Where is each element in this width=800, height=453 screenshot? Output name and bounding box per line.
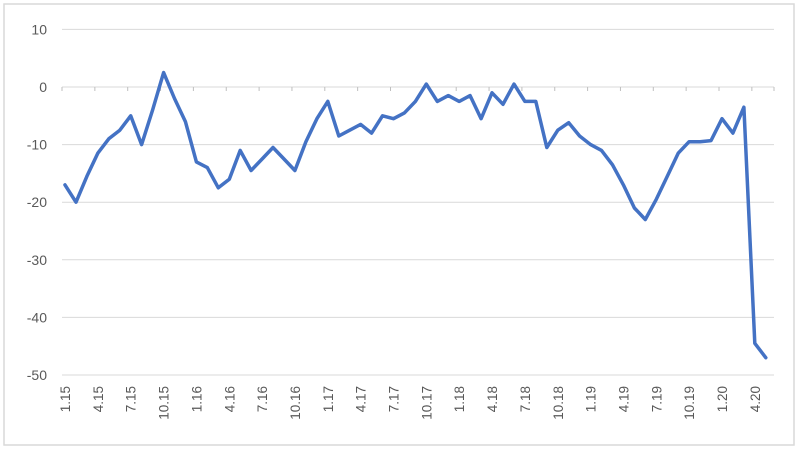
y-axis-label: 10 — [31, 21, 47, 37]
x-axis-label: 1.16 — [189, 386, 204, 412]
x-axis-label: 10.19 — [682, 386, 697, 420]
y-axis-label: -10 — [27, 137, 47, 153]
x-axis-label: 10.17 — [419, 386, 434, 420]
x-axis-label: 7.17 — [387, 386, 402, 412]
x-axis-label: 1.15 — [58, 386, 73, 412]
x-axis-label: 4.17 — [354, 386, 369, 412]
x-axis-label: 4.20 — [748, 386, 763, 412]
y-axis-label: -40 — [27, 309, 47, 325]
data-series-line — [63, 70, 768, 360]
x-axis-label: 1.20 — [715, 386, 730, 412]
x-axis-label: 7.15 — [124, 386, 139, 412]
x-axis-label: 10.15 — [157, 386, 172, 420]
y-axis-label: 0 — [39, 79, 47, 95]
y-axis-label: -30 — [27, 252, 47, 268]
x-axis-label: 1.17 — [321, 386, 336, 412]
x-axis-label: 4.15 — [91, 386, 106, 412]
x-axis-label: 4.18 — [485, 386, 500, 412]
y-axis-label: -20 — [27, 194, 47, 210]
x-axis-label: 1.18 — [452, 386, 467, 412]
x-axis-label: 4.16 — [222, 386, 237, 412]
x-axis-label: 4.19 — [616, 386, 631, 412]
x-axis-label: 10.16 — [288, 386, 303, 420]
x-axis-label: 10.18 — [551, 386, 566, 420]
x-axis-label: 7.16 — [255, 386, 270, 412]
chart-border — [3, 3, 795, 446]
x-axis-label: 7.19 — [649, 386, 664, 412]
x-axis-label: 7.18 — [518, 386, 533, 412]
y-axis-label: -50 — [27, 367, 47, 383]
x-axis-label: 1.19 — [584, 386, 599, 412]
